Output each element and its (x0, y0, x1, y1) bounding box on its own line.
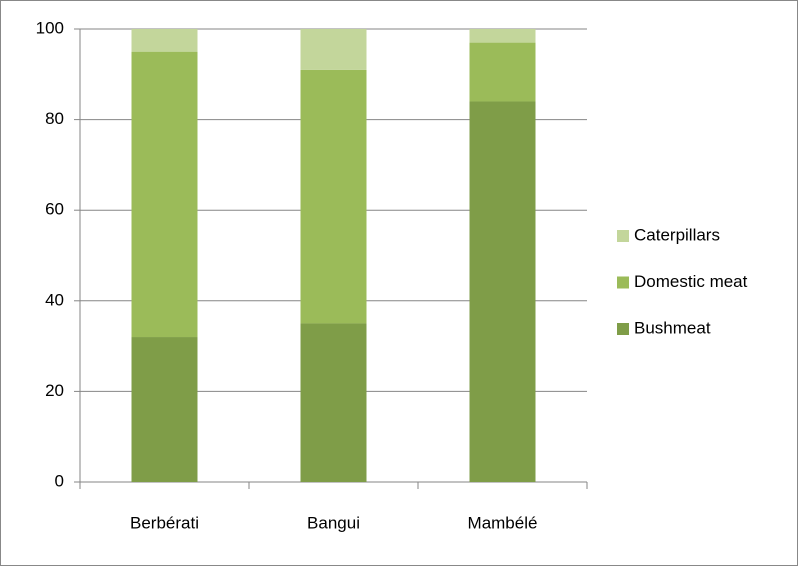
bar-segment (300, 323, 367, 482)
bar-segment (469, 101, 536, 482)
bar-segment (469, 42, 536, 102)
legend-label: Bushmeat (634, 318, 711, 337)
bar-segment (300, 29, 367, 70)
bar-segment (131, 51, 198, 338)
y-tick-label: 100 (36, 18, 64, 37)
bar-segment (300, 69, 367, 324)
legend-swatch (617, 276, 629, 289)
y-tick-label: 0 (55, 471, 64, 490)
y-tick-label: 40 (45, 290, 64, 309)
y-tick-label: 80 (45, 109, 64, 128)
y-tick-label: 60 (45, 200, 64, 219)
legend-label: Caterpillars (634, 225, 720, 244)
bar-segment (469, 29, 536, 43)
legend-label: Domestic meat (634, 272, 748, 291)
x-tick-label: Berbérati (130, 513, 199, 532)
bar-segment (131, 29, 198, 52)
x-tick-label: Bangui (307, 513, 360, 532)
legend-swatch (617, 323, 629, 335)
bar-segment (131, 337, 198, 482)
x-tick-label: Mambélé (468, 513, 538, 532)
legend-swatch (617, 230, 629, 242)
y-tick-label: 20 (45, 381, 64, 400)
